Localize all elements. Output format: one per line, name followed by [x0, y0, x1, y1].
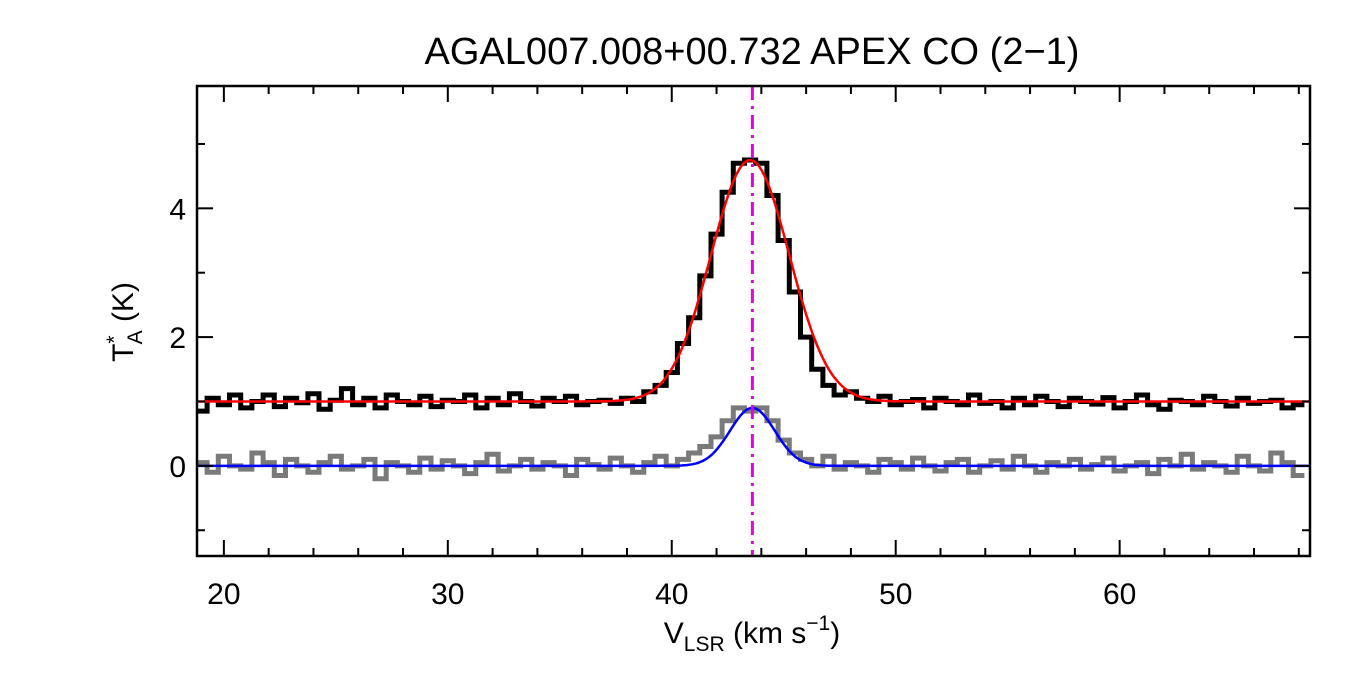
x-axis-title-units: (km s [725, 617, 807, 650]
x-tick-label: 60 [1103, 578, 1136, 611]
x-axis-title: VLSR (km s−1) [664, 612, 840, 656]
x-axis-title-sub: LSR [684, 633, 725, 656]
series-layer [197, 157, 1310, 482]
plot-frame [195, 84, 1312, 558]
y-tick-label: 0 [169, 451, 186, 484]
x-tick-label: 50 [879, 578, 912, 611]
x-axis-title-main: V [664, 617, 684, 650]
x-axis-title-exp: −1 [806, 612, 830, 635]
fit-red-curve [197, 158, 1310, 403]
x-tick-label: 30 [431, 578, 464, 611]
x-tick-label: 40 [655, 578, 688, 611]
tick-layer: 20 30 40 50 60 0 2 4 [169, 86, 1310, 611]
y-axis-title-sup: * [103, 335, 126, 343]
chart-title: AGAL007.008+00.732 APEX CO (2−1) [425, 31, 1080, 73]
spectrum-gray-line [197, 405, 1305, 482]
y-axis-title: T*A (K) [103, 282, 147, 362]
y-axis-title-units: (K) [107, 282, 140, 330]
y-axis-title-sub: A [124, 330, 147, 344]
x-axis-title-close: ) [830, 617, 840, 650]
spectrum-black-line [197, 157, 1305, 414]
y-tick-label: 2 [169, 322, 186, 355]
y-tick-label: 4 [169, 193, 186, 226]
y-axis-title-main: T [107, 344, 140, 362]
x-tick-label: 20 [207, 578, 240, 611]
